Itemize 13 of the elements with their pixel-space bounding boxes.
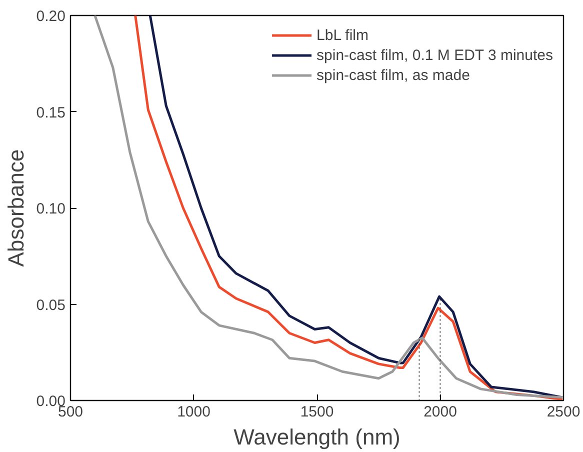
y-tick-label: 0.20 [36,8,66,25]
x-tick-label: 2500 [546,404,580,420]
legend-label: spin-cast film, as made [316,66,470,84]
y-tick-label: 0.15 [36,104,66,122]
x-axis-title: Wavelength (nm) [234,424,400,450]
legend-label: spin-cast film, 0.1 M EDT 3 minutes [316,46,553,64]
x-tick-label: 2000 [424,404,457,420]
y-tick-label: 0.10 [36,200,66,218]
x-tick-label: 1000 [177,404,210,420]
y-tick-label: 0.05 [36,296,66,314]
x-tick-label: 1500 [300,404,334,420]
y-axis-title: Absorbance [3,149,28,267]
legend-label: LbL film [316,26,368,44]
